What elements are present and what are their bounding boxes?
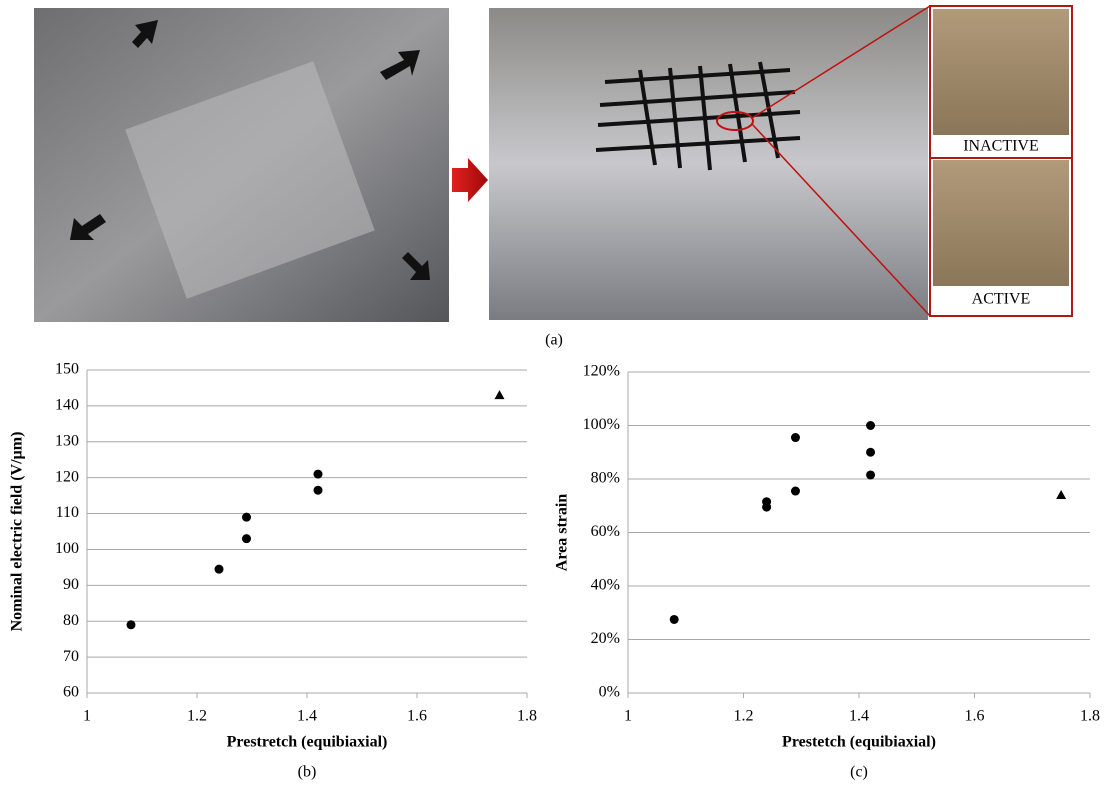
y-tick-label: 110	[56, 504, 79, 521]
x-tick-label: 1.4	[849, 708, 869, 725]
point	[495, 390, 505, 399]
point	[314, 470, 323, 479]
x-tick-label: 1.8	[1080, 708, 1100, 725]
point	[215, 565, 224, 574]
x-axis-label: Prestretch (equibiaxial)	[227, 734, 388, 751]
x-tick-label: 1.6	[407, 708, 427, 725]
y-tick-label: 150	[55, 361, 79, 378]
x-tick-label: 1.4	[297, 708, 317, 725]
inset-photo	[933, 160, 1069, 286]
x-tick-label: 1.6	[965, 708, 985, 725]
y-tick-label: 100%	[583, 416, 620, 433]
y-tick-label: 80	[63, 612, 79, 629]
point	[762, 503, 771, 512]
point	[242, 534, 251, 543]
arrow	[452, 158, 488, 202]
x-tick-label: 1.2	[187, 708, 207, 725]
x-axis-label: Prestetch (equibiaxial)	[782, 734, 936, 751]
y-tick-label: 140	[55, 397, 79, 414]
y-tick-label: 120	[55, 468, 79, 485]
panel-caption: (c)	[850, 764, 868, 781]
y-tick-label: 100	[55, 540, 79, 557]
inset-label: ACTIVE	[972, 291, 1031, 308]
point	[242, 513, 251, 522]
y-tick-label: 20%	[591, 630, 620, 647]
y-axis-label: Nominal electric field (V/µm)	[9, 432, 26, 632]
point	[866, 448, 875, 457]
x-tick-label: 1	[624, 708, 632, 725]
point	[314, 486, 323, 495]
figure: INACTIVE ACTIVE (a) 60 70 80 90 100 110 120 130…	[0, 0, 1106, 785]
y-tick-label: 60%	[591, 523, 620, 540]
x-tick-label: 1	[83, 708, 91, 725]
point	[1056, 490, 1066, 499]
point	[791, 433, 800, 442]
y-tick-label: 130	[55, 432, 79, 449]
point	[127, 620, 136, 629]
x-tick-label: 1.8	[517, 708, 537, 725]
point	[791, 487, 800, 496]
y-tick-label: 120%	[583, 363, 620, 380]
point	[670, 615, 679, 624]
point	[866, 421, 875, 430]
y-tick-label: 80%	[591, 470, 620, 487]
y-tick-label: 40%	[591, 577, 620, 594]
panel-caption: (b)	[298, 764, 317, 781]
y-tick-label: 0%	[599, 684, 620, 701]
inset-photo	[933, 9, 1069, 135]
y-tick-label: 70	[63, 648, 79, 665]
y-axis-label: Area strain	[554, 494, 571, 572]
y-tick-label: 60	[63, 684, 79, 701]
y-tick-label: 90	[63, 576, 79, 593]
x-tick-label: 1.2	[734, 708, 754, 725]
panel-caption: (a)	[545, 332, 563, 349]
inset-label: INACTIVE	[963, 138, 1039, 155]
point	[866, 470, 875, 479]
